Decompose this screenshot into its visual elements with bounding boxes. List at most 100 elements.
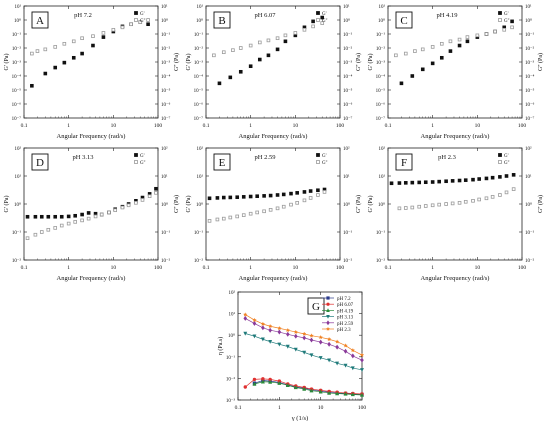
panel-label: A xyxy=(31,11,49,29)
y-tick-label: 10⁻⁷ xyxy=(12,116,22,122)
data-point xyxy=(277,380,282,385)
data-point xyxy=(101,35,106,39)
data-point xyxy=(490,175,495,180)
data-point xyxy=(350,348,356,353)
data-point xyxy=(217,81,222,86)
y-tick-label: 10⁻¹ xyxy=(226,355,236,361)
data-point xyxy=(257,57,262,62)
x-tick-label: 10 xyxy=(111,265,117,271)
data-point xyxy=(268,379,273,384)
data-point xyxy=(493,29,497,34)
data-point xyxy=(360,357,364,363)
panel-label-text: D xyxy=(36,157,44,169)
y-axis-label-right: G'' (Pa) xyxy=(173,53,180,71)
legend-label: G'' xyxy=(504,161,510,166)
data-point xyxy=(510,19,514,24)
y-tick-label-right: 10⁰ xyxy=(525,18,532,24)
data-point xyxy=(322,190,327,194)
y-tick-label-right: 10⁻² xyxy=(161,46,171,52)
y-tick-label: 10⁻¹ xyxy=(12,230,22,236)
data-point xyxy=(450,179,455,183)
y-tick-label-right: 10⁰ xyxy=(525,202,532,208)
legend-marker xyxy=(325,326,331,331)
panel-label-text: G xyxy=(312,301,320,313)
data-point xyxy=(268,327,272,333)
panel-label-text: A xyxy=(36,15,44,27)
panel-label-box xyxy=(213,11,231,29)
data-point xyxy=(59,214,64,219)
chart-panel-g: 0.1 1 10 100 10⁻³ 10⁻² 10⁻¹ 10⁰ 10¹ 10² γ (1/s) η (… xyxy=(217,290,366,421)
legend-marker xyxy=(326,314,330,319)
y-tick-label: 10⁻³ xyxy=(226,398,236,404)
data-point xyxy=(277,342,282,347)
data-point xyxy=(86,216,91,221)
data-point xyxy=(465,35,470,39)
y-tick-label-right: 10⁻⁶ xyxy=(343,102,353,108)
y-tick-label: 10⁻¹ xyxy=(194,230,204,236)
data-point xyxy=(311,19,315,24)
legend-label: pH 7.2 xyxy=(337,297,351,302)
x-tick-label: 10 xyxy=(318,405,324,411)
data-point xyxy=(343,391,348,396)
x-axis-label: Angular Frequency (rad/s) xyxy=(421,275,490,282)
x-tick-label: 100 xyxy=(518,123,527,129)
data-point xyxy=(285,344,290,349)
data-point xyxy=(504,174,509,178)
series-0 xyxy=(217,15,325,86)
data-point xyxy=(351,353,355,359)
y-tick-label: 10⁻² xyxy=(194,46,204,52)
y-axis-label: G' (Pa) xyxy=(367,196,374,213)
data-point xyxy=(318,335,323,340)
panel-label-box xyxy=(31,153,49,171)
data-point xyxy=(129,22,133,27)
series-0 xyxy=(207,187,327,201)
y-tick-label: 10² xyxy=(15,146,22,152)
legend-label: G' xyxy=(504,154,509,159)
y-tick-label-right: 10² xyxy=(161,146,168,152)
data-point xyxy=(283,33,288,38)
data-point xyxy=(302,386,307,391)
data-point xyxy=(281,204,286,209)
panel-label-box xyxy=(31,11,49,29)
series-1 xyxy=(30,18,150,56)
y-tick-label-right: 10⁻¹ xyxy=(525,230,535,236)
y-tick-label-right: 10⁻⁵ xyxy=(343,88,353,94)
y-tick-label: 10⁰ xyxy=(228,333,235,339)
data-point xyxy=(350,366,355,371)
y-tick-label: 10⁰ xyxy=(14,18,21,24)
data-point xyxy=(457,37,462,42)
data-point xyxy=(238,69,243,74)
data-point xyxy=(252,381,257,386)
data-point xyxy=(360,368,364,372)
data-point xyxy=(444,202,448,206)
data-point xyxy=(410,205,415,210)
data-point xyxy=(71,39,76,44)
data-point xyxy=(399,81,404,86)
y-tick-label-right: 10⁰ xyxy=(343,18,350,24)
series-5 xyxy=(243,312,365,357)
data-point xyxy=(498,193,502,197)
data-point xyxy=(80,36,84,41)
data-point xyxy=(243,312,248,317)
series-1 xyxy=(25,191,158,241)
data-point xyxy=(360,392,364,397)
data-point xyxy=(260,321,266,326)
y-tick-label: 10⁻⁵ xyxy=(194,88,204,94)
y-tick-label: 10⁻¹ xyxy=(376,230,386,236)
data-point xyxy=(413,49,417,53)
data-point xyxy=(25,214,30,219)
x-tick-label: 0.1 xyxy=(235,405,242,411)
y-tick-label: 10¹ xyxy=(15,174,22,180)
y-tick-label-right: 10⁻² xyxy=(161,258,171,264)
series-2 xyxy=(252,379,364,397)
panel-label-box xyxy=(395,11,413,29)
x-tick-label: 100 xyxy=(518,265,527,271)
data-point xyxy=(215,217,220,222)
data-point xyxy=(318,389,323,394)
data-point xyxy=(62,60,67,65)
data-point xyxy=(261,325,265,331)
panel-label: B xyxy=(213,11,231,29)
